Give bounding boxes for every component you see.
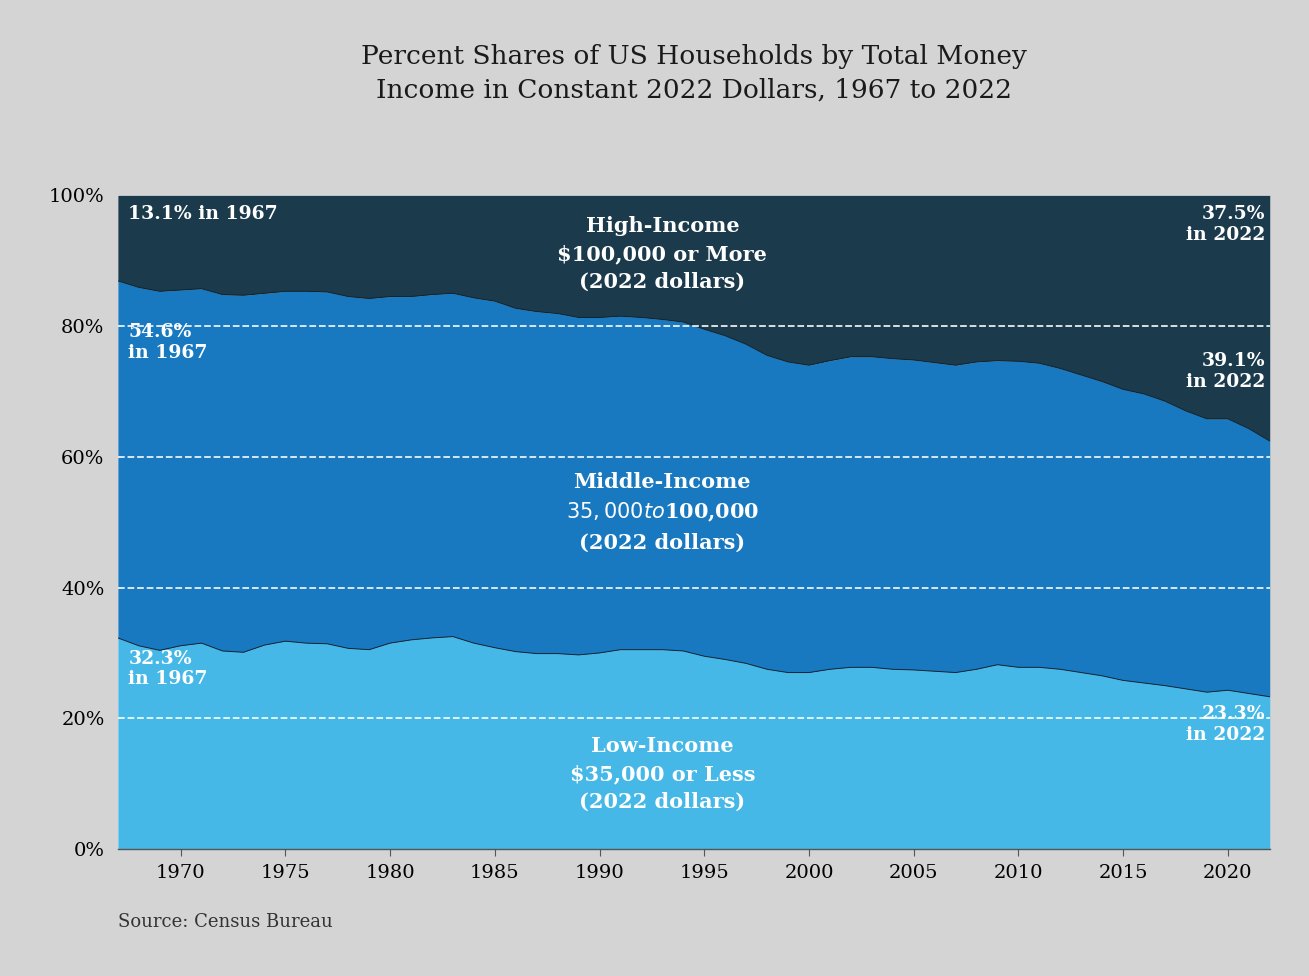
Text: 13.1% in 1967: 13.1% in 1967 <box>128 205 278 223</box>
Text: 39.1%
in 2022: 39.1% in 2022 <box>1186 352 1266 391</box>
Text: Percent Shares of US Households by Total Money
Income in Constant 2022 Dollars, : Percent Shares of US Households by Total… <box>361 45 1026 102</box>
Text: Source: Census Bureau: Source: Census Bureau <box>118 913 332 930</box>
Text: Low-Income
$35,000 or Less
(2022 dollars): Low-Income $35,000 or Less (2022 dollars… <box>569 736 755 812</box>
Text: High-Income
$100,000 or More
(2022 dollars): High-Income $100,000 or More (2022 dolla… <box>558 216 767 292</box>
Text: 37.5%
in 2022: 37.5% in 2022 <box>1186 205 1266 244</box>
Text: 54.6%
in 1967: 54.6% in 1967 <box>128 323 208 361</box>
Text: 32.3%
in 1967: 32.3% in 1967 <box>128 650 208 688</box>
Text: 23.3%
in 2022: 23.3% in 2022 <box>1186 706 1266 744</box>
Text: Middle-Income
$35,000 to $100,000
(2022 dollars): Middle-Income $35,000 to $100,000 (2022 … <box>565 472 759 552</box>
